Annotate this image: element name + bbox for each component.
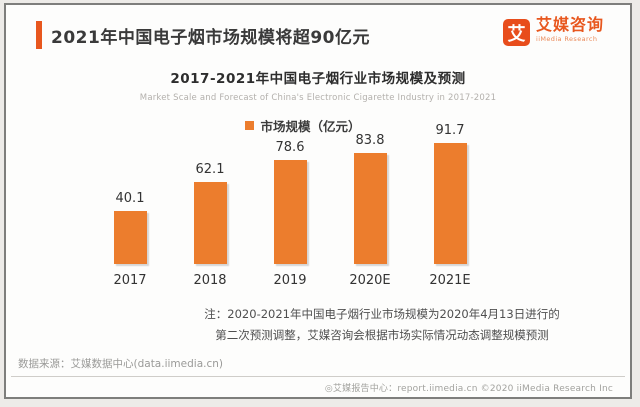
- bar: [273, 160, 307, 264]
- bar: [353, 153, 387, 264]
- bar-group: 78.6 2019: [250, 120, 330, 290]
- bar-group: 40.1 2017: [90, 120, 170, 290]
- bar-value-label: 40.1: [115, 191, 145, 207]
- bar-group: 91.7 2021E: [410, 120, 490, 290]
- x-axis-label: 2021E: [429, 273, 471, 288]
- brand-subtitle: iiMedia Research: [535, 35, 598, 43]
- page-title: 2021年中国电子烟市场规模将超90亿元: [51, 27, 370, 48]
- header: 2021年中国电子烟市场规模将超90亿元: [36, 21, 370, 49]
- infographic-panel: 2021年中国电子烟市场规模将超90亿元 艾 艾媒咨询 iiMedia Rese…: [4, 3, 632, 399]
- bar: [113, 211, 147, 264]
- bar-value-label: 83.8: [355, 133, 385, 149]
- footer-text: ◎艾媒报告中心：report.iimedia.cn ©2020 iiMedia …: [324, 383, 613, 394]
- bar-chart: 40.1 2017 62.1 2018 78.6 2019 83.8 2020E 91.7 202…: [90, 120, 492, 290]
- chart-note-line2: 第二次预测调整，艾媒咨询会根据市场实际情况动态调整规模预测: [215, 328, 549, 343]
- bar-value-label: 91.7: [435, 122, 465, 138]
- data-source: 数据来源：艾媒数据中心(data.iimedia.cn): [18, 358, 223, 370]
- brand-logo: 艾 艾媒咨询 iiMedia Research: [502, 17, 604, 46]
- footer-bar: ◎艾媒报告中心：report.iimedia.cn ©2020 iiMedia …: [11, 376, 625, 397]
- bar-value-label: 78.6: [275, 140, 305, 156]
- accent-bar: [36, 21, 42, 49]
- x-axis-label: 2020E: [349, 273, 391, 288]
- brand-name: 艾媒咨询: [535, 15, 604, 34]
- chart-note: 注：2020-2021年中国电子烟行业市场规模为2020年4月13日进行的 第二…: [156, 304, 608, 347]
- legend-swatch: [245, 121, 255, 130]
- bar-value-label: 62.1: [195, 162, 225, 178]
- x-axis-label: 2019: [273, 273, 307, 288]
- chart-title: 2017-2021年中国电子烟行业市场规模及预测: [170, 71, 466, 87]
- brand-logo-text: 艾媒咨询 iiMedia Research: [536, 17, 604, 43]
- chart-note-line1: 注：2020-2021年中国电子烟行业市场规模为2020年4月13日进行的: [204, 307, 560, 321]
- bar-group: 62.1 2018: [170, 120, 250, 290]
- x-axis-label: 2017: [113, 273, 147, 288]
- legend-label: 市场规模（亿元）: [260, 119, 361, 134]
- chart-subtitle: Market Scale and Forecast of China's Ele…: [139, 93, 497, 103]
- bar: [433, 142, 467, 264]
- bar-group: 83.8 2020E: [330, 120, 410, 290]
- x-axis-label: 2018: [193, 273, 227, 288]
- bar: [193, 182, 227, 264]
- brand-logo-icon: 艾: [502, 19, 530, 46]
- chart-legend: 市场规模（亿元）: [0, 116, 630, 135]
